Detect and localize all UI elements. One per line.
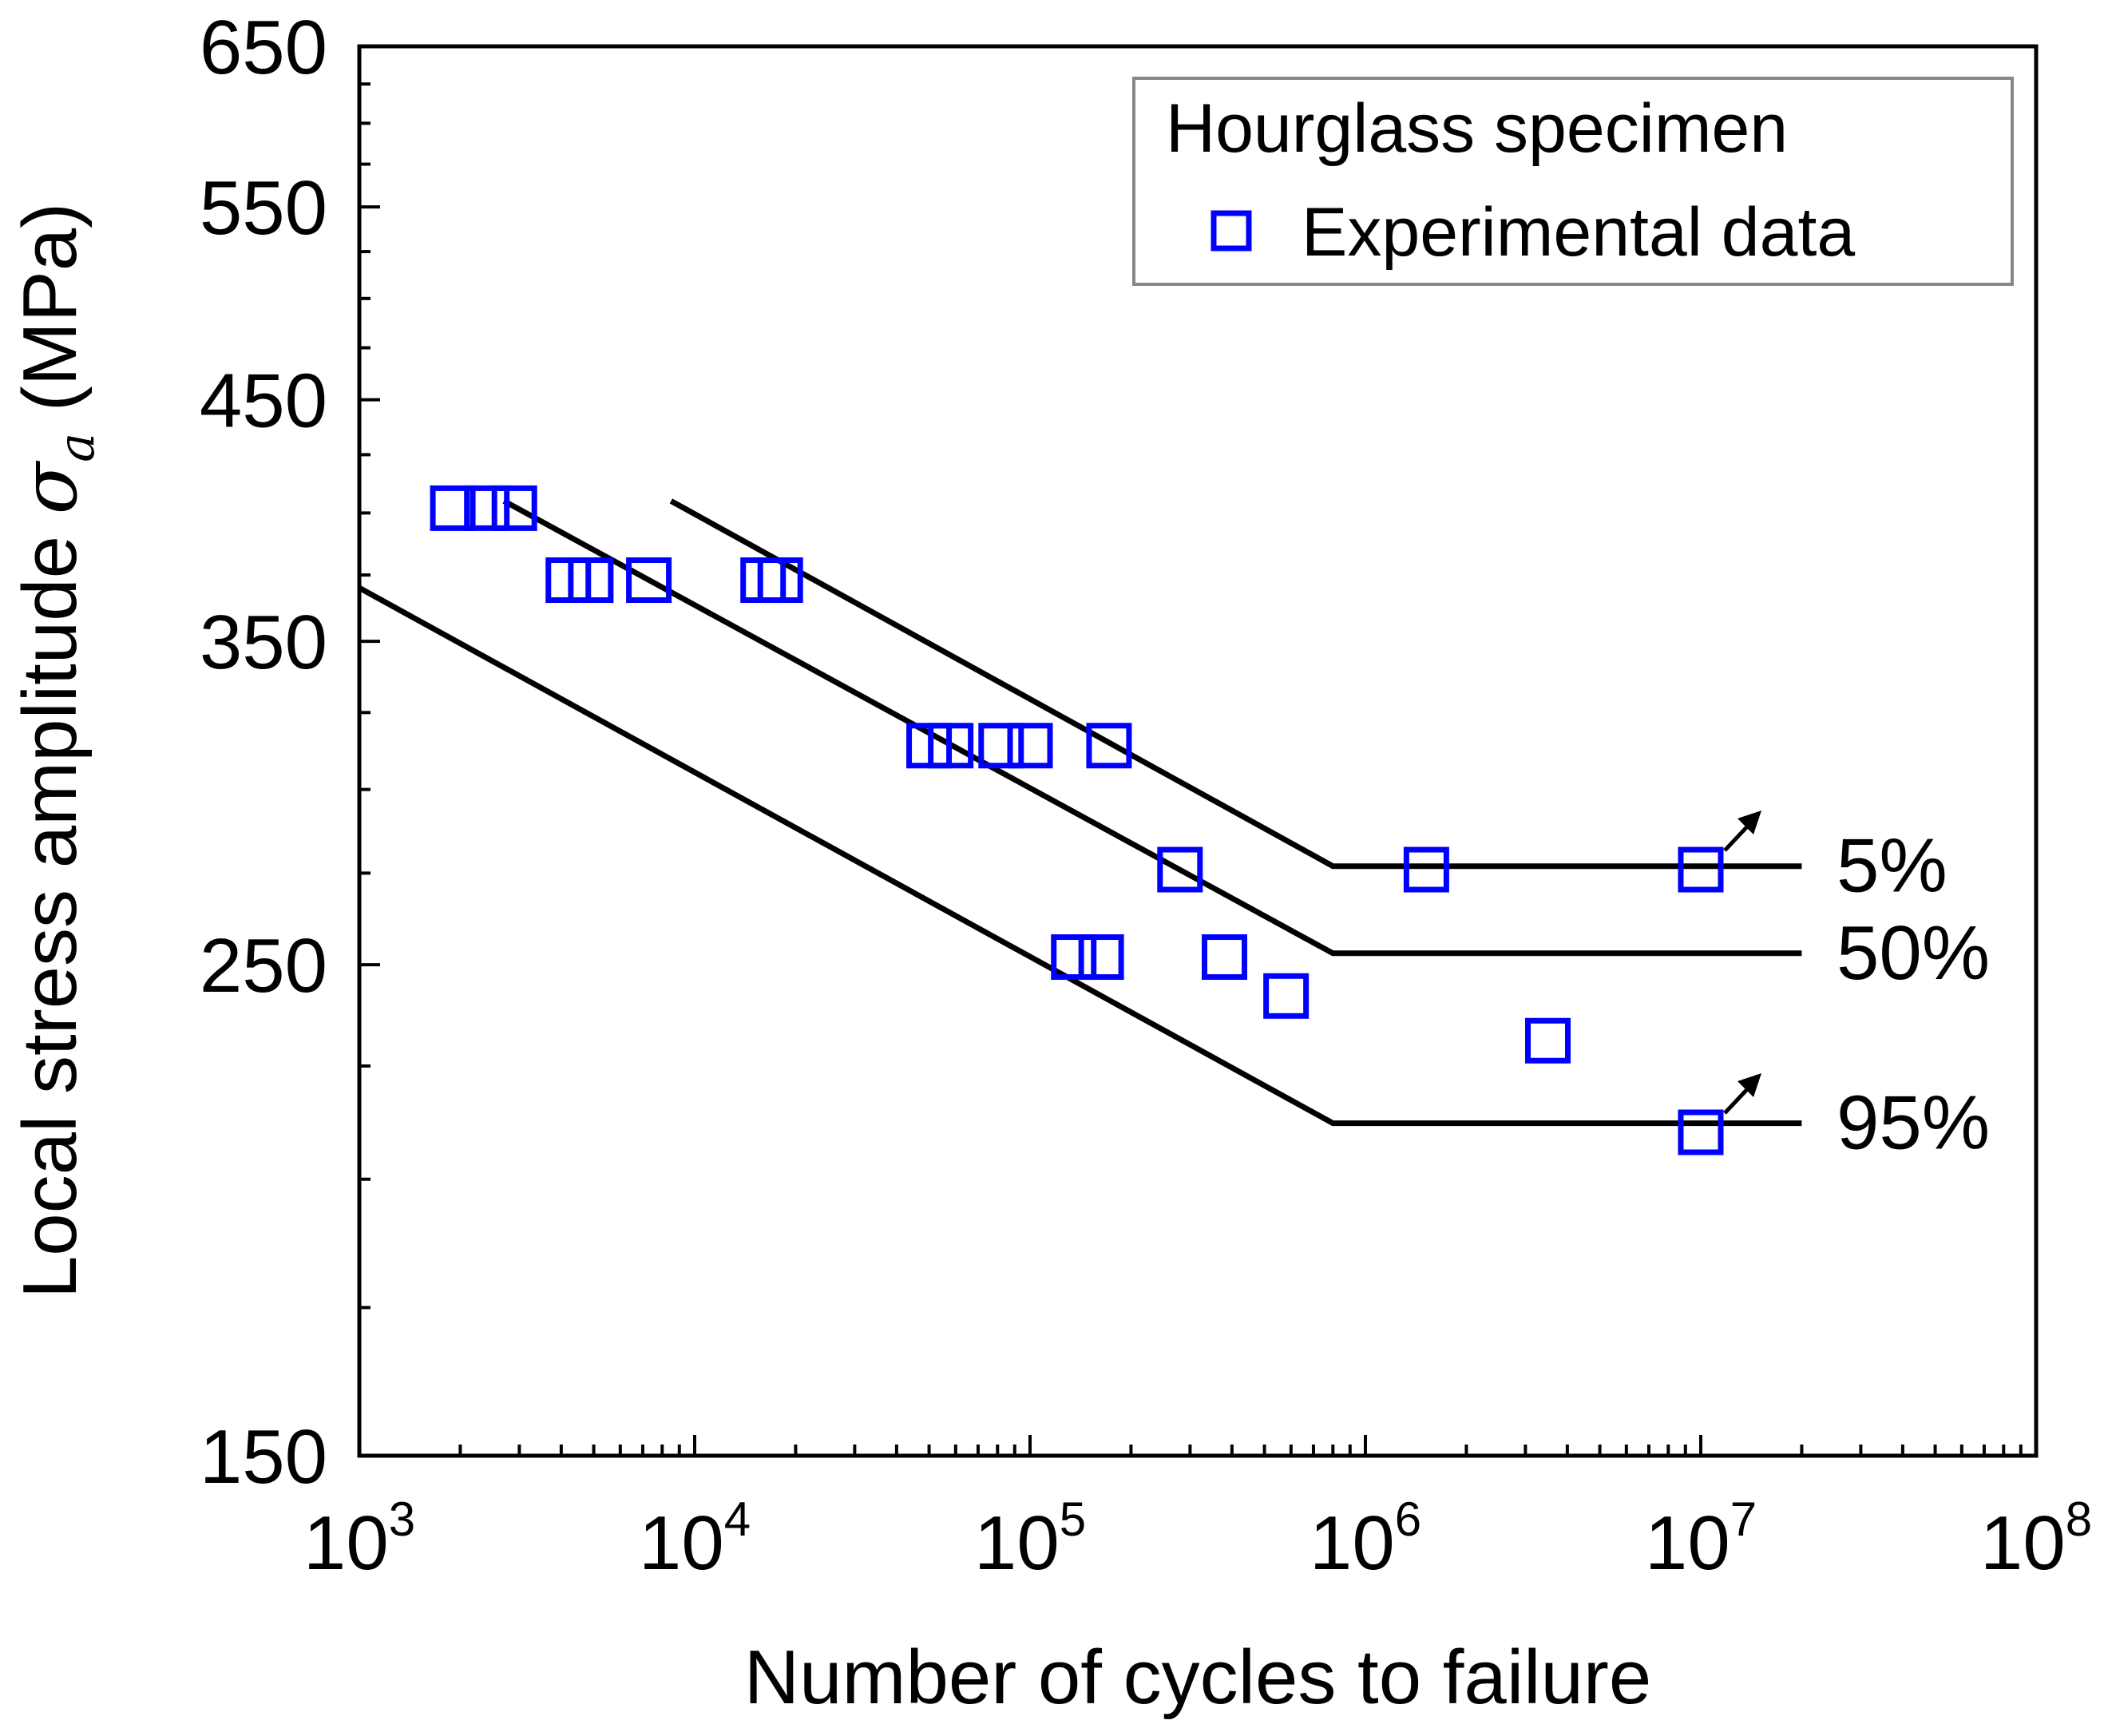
y-axis-title-symbol: σ bbox=[5, 460, 94, 514]
curve-label: 5% bbox=[1837, 823, 1948, 909]
data-point bbox=[1007, 723, 1053, 769]
x-tick-label-base: 10 bbox=[1645, 1500, 1730, 1586]
x-tick-label-base: 10 bbox=[1980, 1500, 2066, 1586]
data-point bbox=[568, 557, 614, 604]
data-point bbox=[1086, 723, 1132, 769]
data-point-layer bbox=[430, 485, 1761, 1155]
y-axis-title-subscript: a bbox=[47, 433, 105, 462]
x-axis-title: Number of cycles to failure bbox=[744, 1635, 1651, 1720]
data-point bbox=[1051, 934, 1097, 981]
data-point bbox=[1202, 934, 1248, 981]
y-tick-label: 150 bbox=[200, 1414, 327, 1500]
y-axis-title: Local stress amplitude σa (MPa) bbox=[5, 203, 105, 1298]
curve-5-percent bbox=[669, 498, 1802, 870]
runout-arrow-head bbox=[1738, 811, 1761, 835]
data-point bbox=[626, 557, 672, 604]
data-point bbox=[1263, 973, 1310, 1019]
x-tick-label-base: 10 bbox=[1310, 1500, 1395, 1586]
x-tick-label-base: 10 bbox=[639, 1500, 724, 1586]
x-tick-label: 108 bbox=[1980, 1492, 2092, 1586]
x-tick-label-exponent: 8 bbox=[2066, 1492, 2092, 1546]
runout-arrow-shaft bbox=[1723, 822, 1752, 852]
x-tick-label-base: 10 bbox=[303, 1500, 389, 1586]
curve-label: 50% bbox=[1837, 910, 1990, 996]
x-tick-label: 103 bbox=[303, 1492, 415, 1586]
y-axis-title-prefix: Local stress amplitude bbox=[7, 514, 93, 1298]
plot-frame bbox=[357, 44, 2039, 1458]
data-point bbox=[1157, 846, 1203, 893]
runout-arrow-head bbox=[1738, 1072, 1761, 1097]
legend-title: Hourglass specimen bbox=[1166, 90, 1788, 167]
data-point bbox=[491, 485, 537, 531]
y-tick-label: 350 bbox=[200, 600, 327, 685]
runout-data-point bbox=[1678, 846, 1724, 893]
y-tick-label: 650 bbox=[200, 5, 327, 90]
y-tick-label: 250 bbox=[200, 923, 327, 1009]
legend-entry-label: Experimental data bbox=[1302, 194, 1855, 271]
data-point bbox=[740, 557, 787, 604]
x-tick-label-base: 10 bbox=[974, 1500, 1060, 1586]
y-tick-label: 550 bbox=[200, 165, 327, 251]
x-tick-label-exponent: 6 bbox=[1395, 1492, 1421, 1546]
x-tick-label: 104 bbox=[639, 1492, 751, 1586]
label-layer: 103 104 105 106 107 1081502503504505506505%50… bbox=[200, 5, 2092, 1586]
legend-box bbox=[1132, 77, 2014, 286]
data-point bbox=[1078, 934, 1124, 981]
x-tick-label-exponent: 7 bbox=[1730, 1492, 1757, 1546]
x-tick-label-exponent: 4 bbox=[724, 1492, 751, 1546]
legend-marker bbox=[1211, 210, 1252, 252]
curve-layer bbox=[358, 498, 1802, 1127]
data-point bbox=[464, 485, 510, 531]
x-tick-label: 107 bbox=[1645, 1492, 1757, 1586]
runout-arrow-shaft bbox=[1723, 1084, 1752, 1115]
x-tick-label-exponent: 3 bbox=[389, 1492, 415, 1546]
data-point bbox=[1403, 846, 1449, 893]
x-tick-label: 106 bbox=[1310, 1492, 1421, 1586]
data-point bbox=[978, 723, 1024, 769]
y-tick-label: 450 bbox=[200, 359, 327, 444]
x-tick-label-exponent: 5 bbox=[1060, 1492, 1086, 1546]
runout-data-point bbox=[1678, 1109, 1724, 1155]
curve-label: 95% bbox=[1837, 1080, 1990, 1166]
data-point bbox=[757, 557, 803, 604]
legend: Hourglass specimen Experimental data bbox=[1132, 77, 2014, 286]
y-axis-title-unit: (MPa) bbox=[7, 203, 93, 433]
x-tick-label: 105 bbox=[974, 1492, 1086, 1586]
data-point bbox=[928, 723, 974, 769]
data-point bbox=[1525, 1017, 1571, 1064]
data-point bbox=[430, 485, 476, 531]
curve-95-percent bbox=[358, 585, 1802, 1127]
curve-50-percent bbox=[502, 498, 1802, 957]
